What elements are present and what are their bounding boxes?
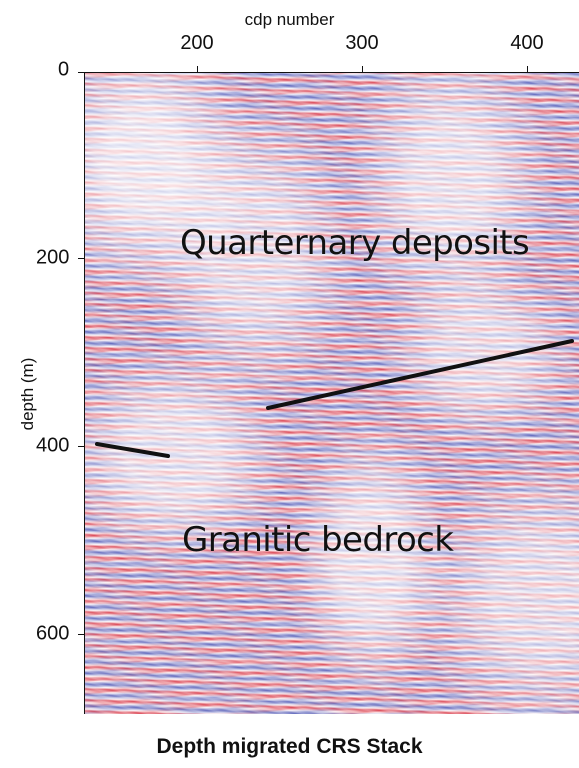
top-axis-title: cdp number [244, 10, 335, 29]
x-tick-label-400: 400 [510, 32, 544, 54]
figure-caption: Depth migrated CRS Stack [156, 735, 423, 758]
seismic-image [84, 72, 579, 714]
left-axis-line [84, 72, 85, 714]
x-tick-label-300: 300 [345, 32, 379, 54]
y-axis-label: depth (m) [18, 357, 37, 431]
y-tick-label-0: 0 [58, 58, 70, 81]
x-tick-mark-300 [362, 66, 363, 73]
x-tick-mark-400 [527, 66, 528, 73]
y-tick-mark-0 [78, 72, 85, 73]
y-tick-mark-200 [78, 258, 85, 259]
y-tick-mark-600 [78, 634, 85, 635]
quarternary-deposits-label: Quarternary deposits [180, 223, 530, 263]
granitic-bedrock-label: Granitic bedrock [182, 520, 454, 560]
y-tick-label-200: 200 [36, 246, 70, 269]
y-tick-mark-400 [78, 446, 85, 447]
x-tick-mark-200 [197, 66, 198, 73]
top-axis-line [84, 72, 579, 73]
y-tick-label-400: 400 [36, 434, 70, 457]
x-tick-label-200: 200 [180, 32, 214, 54]
y-tick-label-600: 600 [36, 622, 70, 645]
